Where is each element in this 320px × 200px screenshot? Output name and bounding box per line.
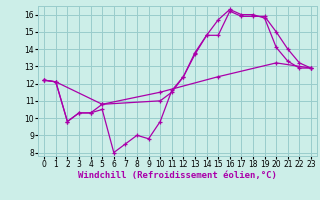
X-axis label: Windchill (Refroidissement éolien,°C): Windchill (Refroidissement éolien,°C) [78,171,277,180]
